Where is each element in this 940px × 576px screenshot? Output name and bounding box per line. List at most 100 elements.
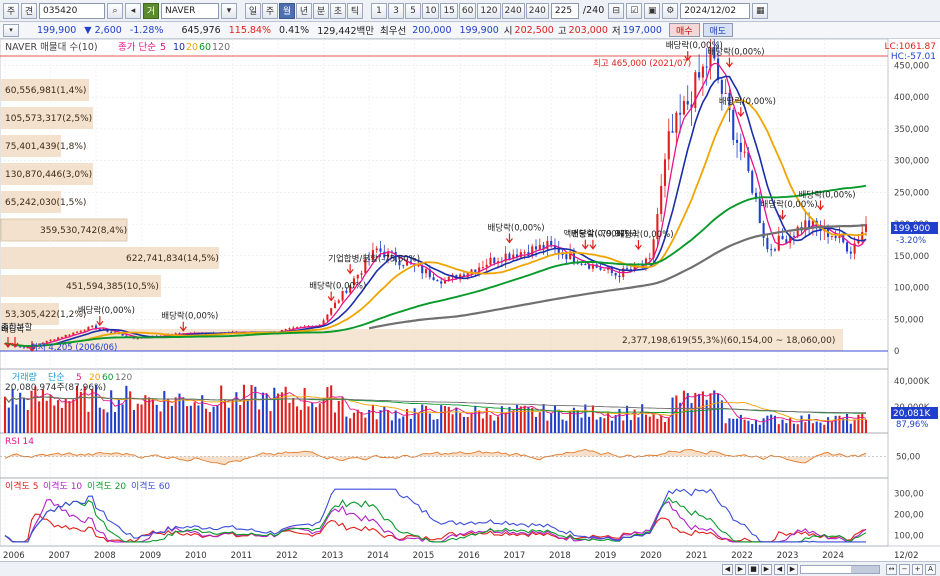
interval-button-2[interactable]: 5	[405, 2, 421, 19]
profile-label: 105,573,317(2,5%)	[5, 114, 92, 124]
volume-bar	[356, 409, 359, 433]
volume-bar	[485, 408, 488, 433]
settings-icon[interactable]: ⚙	[662, 2, 679, 19]
volume-last-badge	[891, 407, 938, 419]
x-axis-year: 2020	[640, 551, 662, 561]
profile-label: 359,530,742(8,4%)	[40, 226, 127, 236]
interval-button-5[interactable]: 60	[458, 2, 477, 19]
volume-bar	[30, 390, 33, 433]
volume-bar	[739, 414, 742, 433]
current-price: 199,900	[37, 24, 77, 36]
bar-count-input[interactable]: 225	[550, 2, 579, 19]
volume-bar	[641, 404, 644, 433]
stock-chart[interactable]: 60,556,981(1,4%) 105,573,317(2,5%) 75,401,…	[0, 39, 940, 561]
period-button-틱[interactable]: 틱	[347, 2, 363, 19]
period-button-분[interactable]: 분	[313, 2, 329, 19]
checkbox-icon[interactable]: ☑	[626, 2, 643, 19]
prev-stock-icon[interactable]: ◂	[125, 2, 141, 19]
interval-button-0[interactable]: 1	[371, 2, 387, 19]
buy-button[interactable]: 매수	[668, 23, 700, 37]
candle-body	[720, 80, 723, 94]
volume-bar	[167, 398, 170, 433]
volume-bar	[667, 418, 670, 433]
zoom-button-2[interactable]: +	[912, 563, 923, 575]
period-button-일[interactable]: 일	[245, 2, 261, 19]
calendar-icon[interactable]: ▦	[752, 2, 769, 19]
candle-body	[402, 265, 405, 267]
scroll-track[interactable]	[800, 564, 880, 574]
scroll-button-3[interactable]: ▶	[761, 563, 772, 575]
volume-bar	[804, 422, 807, 433]
volume-bar	[406, 409, 409, 433]
stock-name-input[interactable]: NAVER	[161, 2, 219, 19]
volume-bar	[345, 416, 348, 433]
price-y-tick: 350,000	[894, 125, 929, 135]
sell-button[interactable]: 매도	[702, 23, 734, 37]
candle-body	[523, 252, 526, 254]
profile-label: 451,594,385(10,5%)	[66, 282, 159, 292]
volume-bar	[261, 392, 264, 433]
volume-max-label: 20,080,974주(87,96%)	[5, 382, 106, 393]
rsi-y-tick: 50,00	[896, 453, 920, 463]
volume-bar	[140, 404, 143, 433]
candle-body	[409, 261, 412, 264]
volume-bar	[470, 413, 473, 433]
stock-code-input[interactable]: 035420	[39, 2, 105, 19]
event-label: 배당락(0,00%)	[487, 223, 544, 234]
scroll-button-4[interactable]: ◀	[774, 563, 785, 575]
save-icon[interactable]: ▣	[644, 2, 661, 19]
zoom-out-icon[interactable]: ⊟	[608, 2, 625, 19]
volume-bar	[660, 415, 663, 433]
volume-bar	[762, 418, 765, 433]
zoom-button-0[interactable]: ↔	[886, 563, 897, 575]
x-axis-year: 2014	[367, 551, 389, 561]
volume-bar	[197, 405, 200, 433]
interval-button-1[interactable]: 3	[388, 2, 404, 19]
disparity-legend-item: 이격도 5	[5, 480, 38, 492]
code-prefix-button[interactable]: 견	[21, 2, 37, 19]
scroll-button-5[interactable]: ▶	[787, 563, 798, 575]
volume-bar	[113, 412, 117, 433]
candle-body	[618, 275, 621, 277]
scroll-thumb[interactable]	[851, 565, 879, 573]
interval-button-7[interactable]: 240	[501, 2, 525, 19]
period-button-월[interactable]: 월	[279, 2, 295, 19]
zoom-button-3[interactable]: A	[925, 563, 936, 575]
date-input[interactable]: 2024/12/02	[680, 2, 751, 19]
period-button-년[interactable]: 년	[296, 2, 312, 19]
candle-body	[538, 244, 541, 250]
candle-body	[94, 325, 98, 329]
candle-body	[428, 269, 431, 278]
candle-body	[773, 249, 777, 251]
volume-bar	[402, 416, 405, 433]
scroll-button-1[interactable]: ▶	[735, 563, 746, 575]
interval-button-4[interactable]: 15	[440, 2, 458, 19]
volume-bar	[845, 413, 849, 433]
volume-bar	[68, 401, 71, 433]
volume-bar	[553, 405, 557, 433]
candle-body	[660, 185, 663, 215]
disparity-y-tick: 300,00	[894, 489, 924, 499]
scroll-button-0[interactable]: ◀	[722, 563, 733, 575]
interval-button-3[interactable]: 10	[422, 2, 440, 19]
price-change: ▼ 2,600	[84, 24, 122, 36]
interval-button-6[interactable]: 120	[477, 2, 501, 19]
candle-body	[53, 339, 56, 341]
volume-bar	[413, 408, 416, 433]
candle-body	[83, 330, 86, 332]
interval-button-8[interactable]: 240	[525, 2, 549, 19]
volume-legend-period: 120	[115, 373, 132, 383]
volume-bar	[819, 422, 822, 433]
candle-body	[68, 334, 71, 336]
quote-menu-icon[interactable]: ▾	[3, 23, 19, 37]
zoom-button-1[interactable]: −	[899, 563, 910, 575]
name-dropdown-icon[interactable]: ▾	[221, 2, 237, 19]
volume-bar	[277, 393, 280, 433]
period-button-주[interactable]: 주	[262, 2, 278, 19]
candle-body	[648, 258, 651, 260]
scroll-button-2[interactable]: ■	[748, 563, 759, 575]
search-icon[interactable]: ⌕	[107, 2, 123, 19]
period-button-초[interactable]: 초	[330, 2, 346, 19]
view-mode-button[interactable]: 주	[3, 2, 19, 19]
volume-bar	[398, 418, 401, 433]
